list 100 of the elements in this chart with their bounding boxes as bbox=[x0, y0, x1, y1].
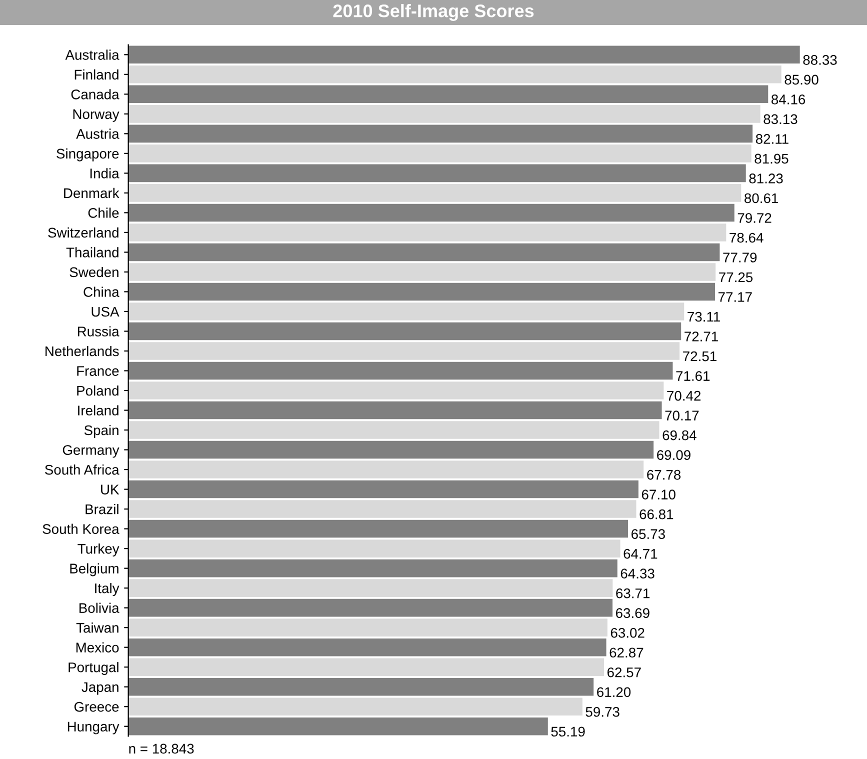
bar bbox=[128, 717, 548, 736]
bar bbox=[128, 85, 768, 104]
y-tick-label: Finland bbox=[74, 69, 118, 80]
data-label: 77.79 bbox=[723, 252, 757, 262]
bar bbox=[128, 224, 726, 242]
bar bbox=[128, 460, 644, 478]
y-tick-label: Norway bbox=[73, 109, 120, 122]
bar bbox=[128, 263, 716, 281]
y-tick-label: Australia bbox=[65, 50, 120, 60]
bar bbox=[128, 520, 628, 538]
data-label: 63.71 bbox=[616, 588, 650, 598]
data-label: 69.84 bbox=[662, 430, 696, 440]
y-tick-label: Turkey bbox=[78, 544, 120, 556]
y-tick-label: Sweden bbox=[70, 266, 118, 278]
y-tick-label: Italy bbox=[95, 583, 120, 596]
y-tick-label: India bbox=[90, 168, 120, 178]
y-tick-label: Belgium bbox=[70, 563, 118, 576]
data-label: 72.71 bbox=[684, 332, 718, 342]
y-tick-label: UK bbox=[101, 484, 120, 494]
y-tick-label: USA bbox=[92, 306, 120, 317]
data-label: 71.61 bbox=[676, 371, 710, 381]
bar bbox=[128, 540, 620, 558]
data-label: 70.17 bbox=[665, 410, 699, 420]
data-label: 77.25 bbox=[719, 272, 753, 282]
data-label: 80.61 bbox=[744, 193, 778, 204]
data-label: 64.71 bbox=[624, 548, 658, 559]
bar bbox=[128, 638, 606, 656]
bar bbox=[128, 698, 582, 716]
y-tick-label: Canada bbox=[71, 89, 120, 100]
y-tick-label: China bbox=[84, 286, 120, 297]
data-label: 66.81 bbox=[640, 509, 674, 520]
data-label: 65.73 bbox=[632, 529, 665, 539]
bar bbox=[128, 598, 613, 617]
bar bbox=[128, 500, 636, 518]
chart-title: 2010 Self-Image Scores bbox=[333, 4, 534, 21]
data-label: 62.87 bbox=[610, 648, 644, 658]
y-tick-label: Thailand bbox=[66, 247, 118, 258]
y-tick-label: Hungary bbox=[68, 722, 120, 734]
y-tick-label: France bbox=[77, 366, 119, 376]
y-tick-label: Bolivia bbox=[80, 602, 120, 613]
bar bbox=[128, 618, 608, 636]
bar bbox=[128, 124, 753, 143]
y-tick-label: Portugal bbox=[68, 662, 118, 675]
data-label: 67.10 bbox=[642, 490, 676, 500]
data-label: 84.16 bbox=[772, 94, 806, 104]
bar bbox=[128, 480, 638, 498]
y-tick-label: Austria bbox=[76, 128, 120, 139]
bar bbox=[128, 362, 673, 380]
y-tick-label: Germany bbox=[62, 445, 120, 458]
data-label: 55.19 bbox=[551, 726, 585, 737]
y-tick-label: Ireland bbox=[78, 405, 118, 416]
bar bbox=[128, 46, 800, 64]
y-tick-label: Spain bbox=[84, 424, 118, 438]
data-label: 59.73 bbox=[586, 706, 620, 717]
data-label: 72.51 bbox=[683, 351, 716, 362]
y-tick-label: Singapore bbox=[56, 148, 119, 162]
y-tick-label: South Korea bbox=[42, 524, 120, 534]
data-label: 83.13 bbox=[764, 114, 798, 124]
bar bbox=[128, 440, 654, 459]
y-tick-label: Netherlands bbox=[46, 346, 119, 356]
y-tick-label: Brazil bbox=[86, 504, 118, 514]
y-tick-label: Mexico bbox=[76, 642, 119, 652]
data-label: 69.09 bbox=[657, 450, 690, 460]
data-label: 63.69 bbox=[616, 608, 650, 618]
bar bbox=[128, 421, 660, 439]
data-label: 79.72 bbox=[738, 213, 772, 223]
bar bbox=[128, 66, 782, 84]
data-label: 81.23 bbox=[749, 174, 783, 184]
text: n = 18.843 bbox=[129, 744, 194, 754]
data-label: 77.17 bbox=[718, 292, 752, 302]
bar bbox=[128, 243, 720, 262]
bar bbox=[128, 382, 664, 400]
y-tick-label: Chile bbox=[88, 208, 119, 218]
y-tick-label: Denmark bbox=[64, 188, 120, 198]
bar bbox=[128, 342, 680, 360]
data-label: 78.64 bbox=[730, 232, 764, 243]
bar bbox=[128, 559, 618, 578]
y-tick-label: Russia bbox=[78, 326, 120, 336]
y-tick-label: Taiwan bbox=[76, 622, 118, 633]
bar bbox=[128, 144, 752, 162]
data-label: 64.33 bbox=[620, 568, 654, 579]
y-tick-label: Switzerland bbox=[48, 227, 118, 238]
y-tick-label: Greece bbox=[74, 702, 119, 712]
data-label: 73.11 bbox=[688, 312, 720, 322]
y-tick-label: Poland bbox=[77, 385, 118, 396]
bar bbox=[128, 658, 604, 676]
data-label: 88.33 bbox=[803, 55, 837, 65]
data-label: 62.57 bbox=[607, 667, 641, 678]
bar bbox=[128, 204, 734, 222]
y-tick-label: Japan bbox=[82, 682, 118, 695]
data-label: 81.95 bbox=[754, 154, 788, 164]
data-label: 70.42 bbox=[667, 390, 701, 401]
bar bbox=[128, 282, 716, 301]
data-label: 85.90 bbox=[784, 74, 818, 85]
data-label: 61.20 bbox=[597, 687, 631, 698]
data-label: 82.11 bbox=[756, 134, 788, 144]
data-label: 63.02 bbox=[610, 628, 644, 638]
data-label: 67.78 bbox=[647, 470, 681, 480]
bar bbox=[128, 105, 760, 123]
bar bbox=[128, 302, 684, 320]
